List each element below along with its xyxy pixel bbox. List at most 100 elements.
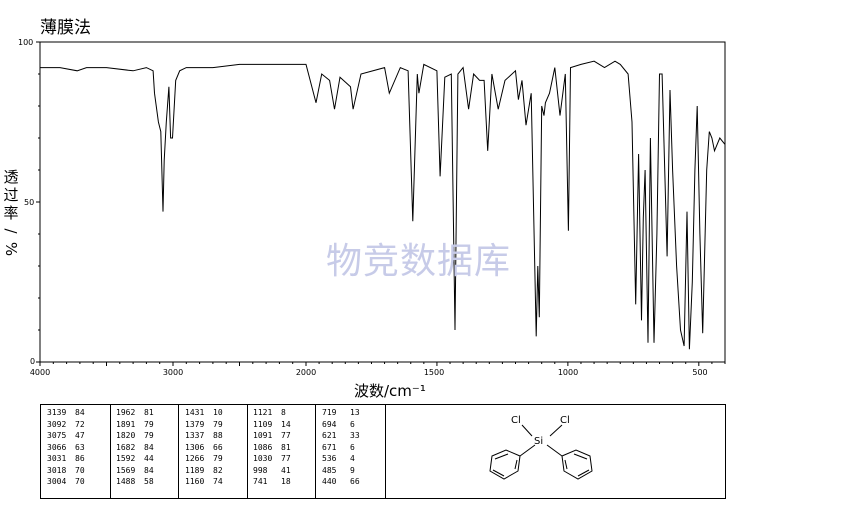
- peak-column-1: 3139 84 3092 72 3075 47 3066 63 3031 86 3018 7…: [47, 407, 85, 488]
- peak-wavenumber: 1592: [116, 454, 136, 463]
- peak-transmittance: 86: [75, 454, 85, 463]
- axis-ticks: [36, 41, 726, 366]
- x-tick-label-4000: 4000: [29, 368, 51, 377]
- y-label-char-3: 率: [3, 204, 19, 222]
- phenyl-right-double-bond: [573, 453, 588, 460]
- bond-si-cl-left: [521, 424, 533, 437]
- peak-row: 1431 10: [185, 407, 223, 419]
- peak-row: 536 4: [322, 453, 360, 465]
- peak-transmittance: 6: [350, 442, 355, 452]
- peak-wavenumber: 719: [322, 408, 337, 417]
- peak-transmittance: 6: [350, 419, 355, 429]
- chart-title: 薄膜法: [40, 18, 91, 38]
- peak-transmittance: 66: [350, 477, 360, 486]
- x-tick-label-1500: 1500: [423, 368, 445, 377]
- peak-transmittance: 10: [213, 408, 223, 417]
- peak-wavenumber: 1337: [185, 431, 205, 440]
- peak-wavenumber: 1488: [116, 477, 136, 486]
- peak-table-divider: [178, 405, 179, 498]
- peak-transmittance: 79: [213, 419, 223, 429]
- peak-wavenumber: 1431: [185, 408, 205, 417]
- peak-transmittance: 81: [144, 408, 154, 417]
- peak-row: 1121 8: [253, 407, 291, 419]
- peak-transmittance: 70: [75, 465, 85, 475]
- peak-table-divider: [247, 405, 248, 498]
- peak-row: 1820 79: [116, 430, 154, 442]
- peak-row: 3018 70: [47, 465, 85, 477]
- peak-wavenumber: 1891: [116, 419, 136, 429]
- peak-transmittance: 13: [350, 408, 360, 417]
- peak-row: 1266 79: [185, 453, 223, 465]
- peak-row: 1306 66: [185, 442, 223, 454]
- peak-transmittance: 84: [144, 465, 154, 475]
- peak-wavenumber: 1189: [185, 465, 205, 475]
- bond-si-cl-right: [549, 424, 563, 437]
- bond-si-phenyl-right: [546, 444, 563, 457]
- y-tick-label-0: 0: [30, 357, 36, 366]
- atom-cl-right: Cl: [560, 415, 570, 426]
- peak-wavenumber: 1160: [185, 477, 205, 486]
- peak-wavenumber: 1109: [253, 419, 273, 429]
- peak-row: 1086 81: [253, 442, 291, 454]
- peak-wavenumber: 1266: [185, 454, 205, 463]
- peak-transmittance: 79: [213, 454, 223, 463]
- peak-transmittance: 58: [144, 477, 154, 486]
- peak-transmittance: 18: [281, 477, 291, 486]
- peak-transmittance: 14: [281, 419, 291, 429]
- peak-transmittance: 77: [281, 431, 291, 440]
- peak-wavenumber: 3075: [47, 431, 67, 440]
- peak-transmittance: 8: [281, 408, 286, 417]
- peak-transmittance: 66: [213, 442, 223, 452]
- peak-transmittance: 9: [350, 465, 355, 475]
- peak-wavenumber: 3031: [47, 454, 67, 463]
- peak-transmittance: 79: [144, 431, 154, 440]
- peak-wavenumber: 621: [322, 431, 337, 440]
- peak-row: 1962 81: [116, 407, 154, 419]
- peak-column-5: 719 13 694 6 621 33 671 6 536 4 485 9 440 66: [322, 407, 360, 488]
- peak-transmittance: 81: [281, 442, 291, 452]
- peak-row: 3139 84: [47, 407, 85, 419]
- y-label-sep: /: [2, 228, 20, 234]
- peak-wavenumber: 3092: [47, 419, 67, 429]
- peak-wavenumber: 3018: [47, 465, 67, 475]
- x-tick-label-3000: 3000: [162, 368, 184, 377]
- peak-wavenumber: 536: [322, 454, 337, 463]
- phenyl-right-double-bond: [564, 459, 568, 470]
- peak-row: 694 6: [322, 419, 360, 431]
- peak-row: 1337 88: [185, 430, 223, 442]
- watermark: 物竞数据库: [326, 241, 512, 282]
- peak-transmittance: 63: [75, 442, 85, 452]
- peak-row: 621 33: [322, 430, 360, 442]
- peak-table-divider: [110, 405, 111, 498]
- peak-transmittance: 33: [350, 431, 360, 440]
- peak-row: 3066 63: [47, 442, 85, 454]
- peak-wavenumber: 1962: [116, 408, 136, 417]
- peak-row: 1488 58: [116, 476, 154, 488]
- phenyl-ring-right: [561, 449, 593, 480]
- peak-transmittance: 44: [144, 454, 154, 463]
- peak-wavenumber: 1091: [253, 431, 273, 440]
- peak-row: 998 41: [253, 465, 291, 477]
- peak-row: 3075 47: [47, 430, 85, 442]
- y-label-char-2: 过: [3, 186, 19, 204]
- peak-row: 485 9: [322, 465, 360, 477]
- peak-transmittance: 72: [75, 419, 85, 429]
- x-tick-label-500: 500: [692, 368, 708, 377]
- peak-wavenumber: 1569: [116, 465, 136, 475]
- peak-row: 3092 72: [47, 419, 85, 431]
- ir-spectrum-chart: [36, 41, 726, 366]
- y-tick-label-100: 100: [18, 38, 34, 47]
- y-label-char-1: 透: [3, 168, 19, 186]
- peak-row: 1891 79: [116, 419, 154, 431]
- peak-wavenumber: 485: [322, 465, 337, 475]
- peak-transmittance: 84: [144, 442, 154, 452]
- spectrum-line: [40, 60, 726, 350]
- peak-row: 741 18: [253, 476, 291, 488]
- peak-row: 3004 70: [47, 476, 85, 488]
- x-tick-label-2000: 2000: [295, 368, 317, 377]
- peak-wavenumber: 3004: [47, 477, 67, 486]
- peak-row: 1592 44: [116, 453, 154, 465]
- peak-row: 1379 79: [185, 419, 223, 431]
- y-tick-label-50: 50: [24, 198, 35, 207]
- peak-column-3: 1431 10 1379 79 1337 88 1306 66 1266 79 1189 8…: [185, 407, 223, 488]
